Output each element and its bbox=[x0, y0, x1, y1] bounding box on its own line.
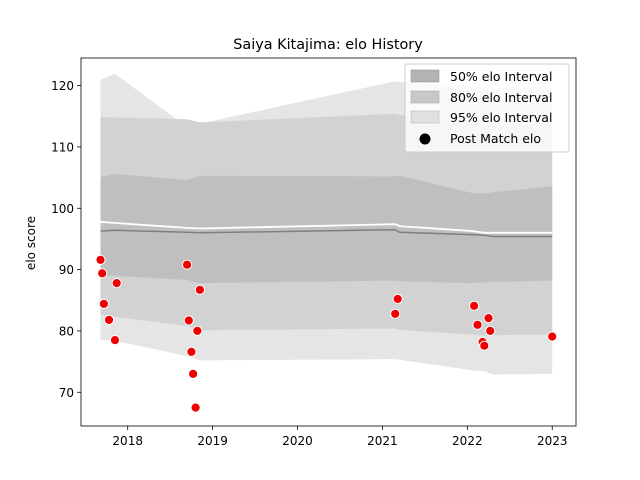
mean-elo-line bbox=[100, 220, 553, 234]
legend-marker-post-match bbox=[419, 133, 431, 145]
y-tick-label: 120 bbox=[51, 79, 74, 93]
y-tick-label: 110 bbox=[51, 140, 74, 154]
y-tick-label: 100 bbox=[51, 202, 74, 216]
post-match-point bbox=[186, 346, 197, 357]
post-match-point bbox=[111, 278, 122, 289]
x-tick-label: 2018 bbox=[112, 434, 143, 448]
post-match-point bbox=[392, 293, 403, 305]
y-tick-label: 70 bbox=[59, 386, 74, 400]
legend: 50% elo Interval 80% elo Interval 95% el… bbox=[404, 63, 570, 153]
post-match-point bbox=[109, 335, 121, 346]
x-tick-label: 2019 bbox=[197, 434, 228, 448]
post-match-point bbox=[194, 284, 205, 295]
legend-swatch-95 bbox=[410, 110, 440, 124]
post-match-point bbox=[190, 402, 201, 413]
post-match-point bbox=[103, 314, 115, 325]
y-axis-label: elo score bbox=[24, 216, 38, 270]
post-match-point bbox=[483, 313, 494, 324]
median-elo-line bbox=[100, 228, 553, 238]
post-match-point bbox=[472, 319, 483, 330]
post-match-point bbox=[183, 315, 194, 326]
post-match-point bbox=[95, 254, 106, 265]
legend-swatch-50 bbox=[410, 69, 440, 83]
post-match-point bbox=[485, 325, 496, 336]
post-match-point bbox=[192, 325, 203, 336]
post-match-point bbox=[469, 300, 480, 311]
legend-label-50: 50% elo Interval bbox=[450, 69, 552, 84]
y-tick-label: 80 bbox=[59, 324, 74, 338]
x-tick-label: 2020 bbox=[282, 434, 313, 448]
y-axis: 70 80 90 100 110 120 bbox=[51, 79, 81, 400]
legend-swatch-80 bbox=[410, 90, 440, 104]
legend-frame bbox=[404, 63, 570, 153]
x-tick-label: 2022 bbox=[452, 434, 483, 448]
x-tick-label: 2023 bbox=[537, 434, 568, 448]
post-match-point bbox=[390, 308, 401, 319]
post-match-point bbox=[188, 368, 199, 379]
post-match-point bbox=[97, 268, 108, 279]
post-match-point bbox=[98, 298, 110, 309]
y-tick-label: 90 bbox=[59, 263, 74, 277]
legend-label-80: 80% elo Interval bbox=[450, 90, 552, 105]
x-tick-label: 2021 bbox=[367, 434, 398, 448]
plot-frame bbox=[80, 57, 577, 427]
post-match-point bbox=[182, 259, 193, 270]
legend-label-post-match: Post Match elo bbox=[450, 131, 541, 146]
band-50-interval bbox=[100, 173, 553, 284]
post-match-point bbox=[479, 340, 490, 351]
x-axis: 2018 2019 2020 2021 2022 2023 bbox=[112, 426, 567, 448]
legend-label-95: 95% elo Interval bbox=[450, 110, 552, 125]
chart-title: Saiya Kitajima: elo History bbox=[233, 37, 423, 53]
post-match-point bbox=[547, 331, 558, 342]
